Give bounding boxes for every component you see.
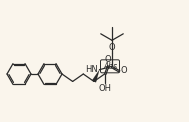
Text: O: O [104, 55, 111, 64]
Text: HN: HN [85, 65, 98, 74]
Text: Abs: Abs [103, 62, 117, 71]
FancyBboxPatch shape [101, 60, 119, 73]
Polygon shape [92, 70, 99, 82]
Text: O: O [121, 66, 128, 75]
Text: OH: OH [98, 84, 111, 93]
Text: O: O [109, 43, 115, 52]
